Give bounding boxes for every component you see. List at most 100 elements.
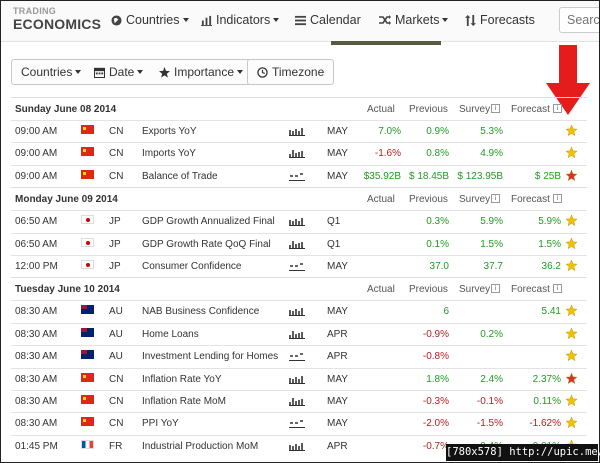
nav-countries-label: Countries [126,13,180,27]
info-icon[interactable]: i [553,104,562,113]
event-row[interactable]: 09:00 AM CN Balance of Trade MAY $35.92B $ 18… [11,164,587,187]
event-name-link[interactable]: Inflation Rate YoY [142,373,222,385]
star-yellow-icon[interactable] [565,349,578,364]
event-name-link[interactable]: Industrial Production MoM [142,440,259,452]
calendar-icon [93,67,106,79]
event-row[interactable]: 08:30 AM CN Inflation Rate MoM MAY -0.3% -0.1… [11,389,587,412]
event-name-link[interactable]: Consumer Confidence [142,260,242,272]
star-yellow-icon[interactable] [565,124,578,139]
event-row[interactable]: 08:30 AM AU NAB Business Confidence MAY 6 5.4… [11,300,587,322]
mini-chart-icon[interactable] [289,170,305,184]
event-row[interactable]: 12:00 PM JP Consumer Confidence MAY 37.0 37.7… [11,254,587,277]
day-header: Sunday June 08 2014 Actual Previous Survey i… [11,97,587,120]
nav-countries[interactable]: Countries [111,13,189,27]
event-time: 12:00 PM [15,260,58,272]
survey-value: 5.9% [480,216,503,228]
red-arrow-annotation [546,45,590,115]
previous-value: -0.7% [422,440,449,452]
chevron-down-icon [442,18,449,22]
mini-chart-icon[interactable] [289,215,305,229]
event-time: 08:30 AM [15,306,58,318]
event-name-link[interactable]: Home Loans [142,328,199,340]
mini-chart-icon[interactable] [289,395,305,409]
flag-au-icon [81,350,94,360]
country-code: CN [109,170,124,182]
star-yellow-icon[interactable] [565,394,578,409]
previous-value: 0.9% [426,126,449,137]
info-icon[interactable]: i [491,104,500,113]
country-code: FR [109,440,123,452]
event-name-link[interactable]: GDP Growth Rate QoQ Final [142,238,271,250]
star-yellow-icon[interactable] [565,236,578,252]
info-icon[interactable]: i [491,284,500,294]
nav-markets[interactable]: Markets [379,13,449,27]
mini-chart-icon[interactable] [289,328,305,342]
filter-importance[interactable]: Importance [150,59,254,85]
filter-date[interactable]: Date [85,59,154,85]
event-name-link[interactable]: Investment Lending for Homes [142,351,279,363]
mini-chart-icon[interactable] [289,350,305,364]
flag-fr-icon [81,439,94,449]
previous-value: 0.3% [426,216,449,228]
flag-cn-icon [81,125,94,134]
event-name-link[interactable]: Balance of Trade [142,170,218,182]
event-name-link[interactable]: Imports YoY [142,148,196,160]
actual-value: 7.0% [378,126,401,137]
search-input[interactable] [559,7,599,33]
info-icon[interactable]: i [553,194,562,204]
logo[interactable]: TRADING ECONOMICS [13,7,101,32]
star-yellow-icon[interactable] [565,146,578,161]
filter-countries[interactable]: Countries [11,59,92,85]
country-code: CN [109,395,124,407]
clock-icon [257,67,268,78]
star-yellow-icon[interactable] [565,259,578,274]
filter-timezone-label: Timezone [272,65,325,79]
nav-forecasts[interactable]: Forecasts [465,13,535,27]
star-yellow-icon[interactable] [565,327,578,342]
survey-value: 2.4% [480,373,503,385]
star-yellow-icon[interactable] [565,214,578,229]
mini-chart-icon[interactable] [289,417,305,431]
event-row[interactable]: 08:30 AM AU Investment Lending for Homes AP… [11,345,587,367]
event-row[interactable]: 08:30 AM CN PPI YoY MAY -2.0% -1.5% -1.62% [11,412,587,434]
country-code: AU [109,328,123,340]
mini-chart-icon[interactable] [289,260,305,274]
event-row[interactable]: 08:30 AM CN Inflation Rate YoY MAY 1.8% 2.4% 2… [11,367,587,390]
forecast-value: 36.2 [541,260,561,272]
event-row[interactable]: 08:30 AM AU Home Loans APR -0.9% 0.2% [11,322,587,345]
star-yellow-icon[interactable] [565,304,578,319]
event-name-link[interactable]: Inflation Rate MoM [142,395,226,407]
mini-chart-icon[interactable] [289,440,305,454]
star-yellow-icon[interactable] [565,416,578,431]
event-row[interactable]: 09:00 AM CN Imports YoY MAY -1.6% 0.8% 4.9% [11,142,587,164]
event-name-link[interactable]: PPI YoY [142,418,179,430]
event-row[interactable]: 06:50 AM JP GDP Growth Rate QoQ Final Q1 0.1… [11,232,587,255]
star-red-icon[interactable] [565,169,578,184]
previous-value: 6 [443,306,449,318]
event-name-link[interactable]: NAB Business Confidence [142,306,260,318]
col-forecast: Forecast [511,194,550,206]
info-icon[interactable]: i [553,284,562,294]
watermark: [780x578] http://upic.me/ [446,444,600,461]
mini-chart-icon[interactable] [289,125,305,139]
reference-period: Q1 [327,216,341,228]
reference-period: MAY [327,170,348,182]
previous-value: -0.3% [422,395,449,407]
event-row[interactable]: 06:50 AM JP GDP Growth Annualized Final Q1 0… [11,210,587,232]
event-row[interactable]: 09:00 AM CN Exports YoY MAY 7.0% 0.9% 5.3% [11,120,587,142]
nav-calendar[interactable]: Calendar [295,13,361,27]
mini-chart-icon[interactable] [289,238,305,252]
mini-chart-icon[interactable] [289,147,305,161]
info-icon[interactable]: i [491,194,500,204]
filter-timezone[interactable]: Timezone [247,59,335,85]
filter-importance-label: Importance [174,65,235,79]
event-name-link[interactable]: Exports YoY [142,126,197,137]
event-time: 06:50 AM [15,238,58,250]
actual-value: -1.6% [374,148,401,160]
star-red-icon[interactable] [565,371,578,387]
event-name-link[interactable]: GDP Growth Annualized Final [142,216,275,228]
nav-indicators[interactable]: Indicators [201,13,280,27]
mini-chart-icon[interactable] [289,305,305,319]
list-icon [295,15,306,26]
mini-chart-icon[interactable] [289,373,305,387]
